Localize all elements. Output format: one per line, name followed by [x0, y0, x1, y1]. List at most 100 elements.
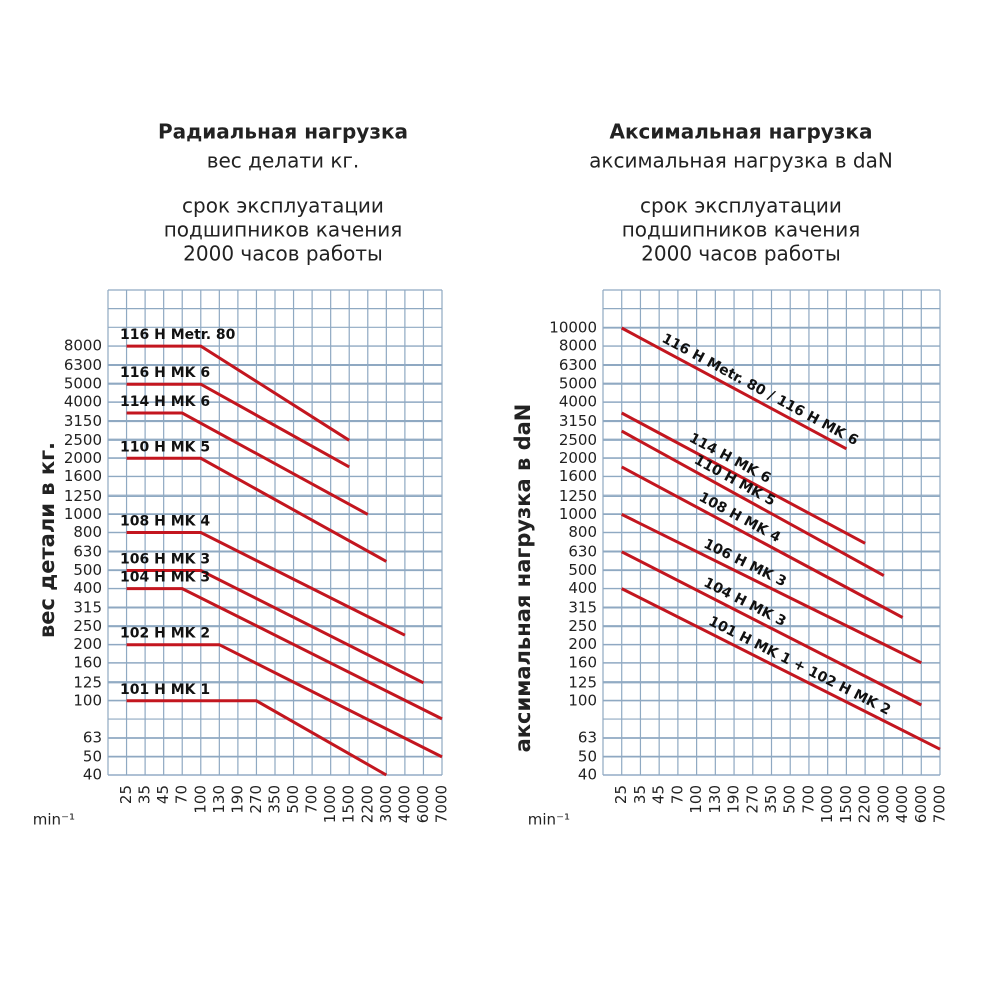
y-tick-label: 1250	[64, 487, 102, 505]
y-tick-label: 500	[73, 561, 102, 579]
x-tick-label: 1500	[340, 785, 358, 823]
y-tick-label: 2000	[559, 449, 597, 467]
y-tick-label: 63	[83, 729, 102, 747]
y-tick-label: 5000	[559, 375, 597, 393]
x-tick-label: 6000	[912, 785, 930, 823]
y-tick-label: 3150	[559, 412, 597, 430]
y-tick-label: 200	[568, 635, 597, 653]
y-tick-label: 3150	[64, 412, 102, 430]
series-label: 101 H MK 1	[120, 682, 210, 698]
y-tick-label: 100	[73, 691, 102, 709]
chart-note: срок эксплуатации	[182, 194, 384, 218]
x-tick-label: 130	[210, 785, 228, 814]
y-tick-label: 2000	[64, 449, 102, 467]
x-tick-label: 3000	[874, 785, 892, 823]
series-line	[126, 569, 425, 685]
y-tick-label: 40	[578, 766, 597, 784]
x-tick-label: 130	[706, 785, 724, 814]
x-axis-label: min⁻¹	[33, 811, 75, 829]
series-line	[126, 643, 443, 759]
x-tick-label: 4000	[893, 785, 911, 823]
chart-title: Радиальная нагрузка	[158, 120, 408, 144]
y-tick-label: 160	[73, 653, 102, 671]
x-tick-label: 7000	[433, 785, 451, 823]
x-tick-label: 700	[303, 785, 321, 814]
x-tick-label: 350	[266, 785, 284, 814]
x-tick-label: 270	[247, 785, 265, 814]
y-tick-label: 630	[568, 542, 597, 560]
x-tick-label: 35	[136, 785, 154, 804]
series-line	[621, 587, 941, 751]
series-label: 116 H MK 6	[120, 365, 210, 381]
y-tick-label: 800	[568, 523, 597, 541]
x-tick-label: 700	[799, 785, 817, 814]
x-tick-label: 25	[612, 785, 630, 804]
series-label: 104 H MK 3	[120, 570, 210, 586]
x-tick-label: 35	[631, 785, 649, 804]
x-tick-label: 70	[668, 785, 686, 804]
y-tick-label: 5000	[64, 375, 102, 393]
series-line	[620, 326, 848, 451]
x-tick-label: 7000	[931, 785, 949, 823]
y-tick-label: 250	[568, 617, 597, 635]
y-tick-label: 40	[83, 766, 102, 784]
x-tick-label: 190	[725, 785, 743, 814]
y-tick-label: 125	[73, 673, 102, 691]
y-axis-label: аксимальная нагрузка в daN	[511, 404, 535, 753]
y-tick-label: 6300	[64, 356, 102, 374]
series-line	[620, 429, 885, 577]
y-tick-label: 1000	[64, 505, 102, 523]
x-tick-label: 2200	[856, 785, 874, 823]
y-tick-label: 200	[73, 635, 102, 653]
x-tick-label: 500	[781, 785, 799, 814]
x-tick-label: 500	[284, 785, 302, 814]
y-tick-label: 400	[568, 579, 597, 597]
y-tick-label: 1000	[559, 505, 597, 523]
y-tick-label: 100	[568, 691, 597, 709]
x-tick-label: 100	[191, 785, 209, 814]
chart-note: срок эксплуатации	[640, 194, 842, 218]
x-tick-label: 45	[154, 785, 172, 804]
y-tick-label: 8000	[559, 337, 597, 355]
y-tick-label: 125	[568, 673, 597, 691]
y-tick-label: 6300	[559, 356, 597, 374]
y-tick-label: 10000	[549, 319, 597, 337]
series-label: 114 H MK 6	[120, 394, 210, 410]
y-tick-label: 315	[73, 598, 102, 616]
series-line	[126, 699, 388, 777]
x-tick-label: 3000	[377, 785, 395, 823]
y-tick-label: 630	[73, 542, 102, 560]
series-label: 108 H MK 4	[120, 514, 210, 530]
y-tick-label: 2500	[64, 431, 102, 449]
series-label: 116 H Metr. 80	[120, 327, 236, 343]
y-tick-label: 500	[568, 561, 597, 579]
y-tick-label: 1600	[64, 467, 102, 485]
y-tick-label: 50	[83, 747, 102, 765]
x-tick-label: 100	[687, 785, 705, 814]
y-tick-label: 8000	[64, 337, 102, 355]
chart-note: подшипников качения	[622, 218, 861, 242]
y-tick-label: 315	[568, 598, 597, 616]
series-label: 102 H MK 2	[120, 626, 210, 642]
series-line	[126, 456, 388, 563]
chart-note: подшипников качения	[164, 218, 403, 242]
y-tick-label: 63	[578, 729, 597, 747]
x-tick-label: 190	[228, 785, 246, 814]
series-line	[620, 465, 904, 619]
chart-title: Аксимальная нагрузка	[610, 120, 873, 144]
x-tick-label: 2200	[358, 785, 376, 823]
chart-note: 2000 часов работы	[183, 242, 383, 266]
y-tick-label: 1250	[559, 487, 597, 505]
y-tick-label: 2500	[559, 431, 597, 449]
series-line	[621, 550, 922, 707]
x-tick-label: 25	[117, 785, 135, 804]
series-line	[126, 382, 350, 469]
x-axis-label: min⁻¹	[528, 811, 570, 829]
series-line	[126, 344, 351, 442]
x-tick-label: 4000	[395, 785, 413, 823]
series-line	[126, 531, 406, 637]
series-line	[126, 587, 443, 721]
chart-subtitle: вес делати кг.	[207, 149, 360, 173]
